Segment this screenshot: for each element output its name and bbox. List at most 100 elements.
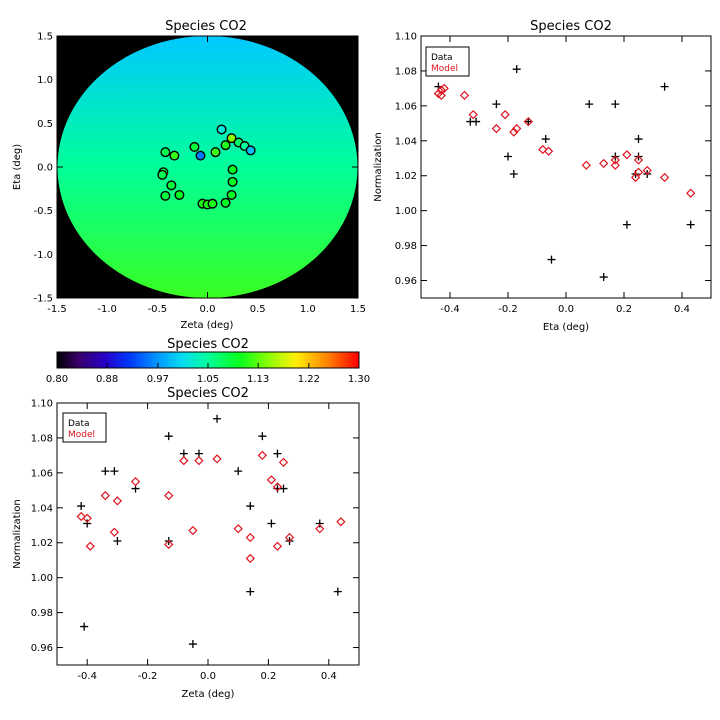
- map-data-point: [160, 147, 171, 158]
- eta-plot-data-point: [634, 135, 643, 144]
- eta-plot-data-point: [599, 273, 608, 282]
- map-data-point: [245, 145, 256, 156]
- eta-plot-model-point: [468, 109, 478, 120]
- eta-plot-y-axis: 0.96 0.98 1.00 1.02 1.04 1.06 1.08 1.10: [395, 32, 711, 287]
- zeta-plot-y-tick-label: 1.00: [31, 573, 53, 584]
- colorbar-tick-label: 0.97: [147, 374, 169, 385]
- zeta-plot-model-point: [179, 455, 189, 466]
- eta-plot-y-tick-label: 1.00: [395, 206, 417, 217]
- eta-plot-y-tick-label: 1.06: [395, 101, 417, 112]
- eta-plot-x-tick-label: 0.2: [616, 304, 632, 315]
- map-x-tick-label: -0.5: [148, 304, 168, 315]
- zeta-plot-model-point: [272, 541, 283, 551]
- zeta-plot-data-point: [267, 519, 276, 528]
- eta-legend-data: Data: [431, 53, 453, 63]
- map-x-tick-label: -1.5: [47, 304, 67, 315]
- map-x-tick-label: -1.0: [97, 304, 117, 315]
- eta-plot-data-point: [686, 220, 695, 229]
- eta-plot-model-series: [433, 83, 696, 198]
- eta-plot-model-point: [622, 150, 632, 160]
- colorbar-title: Species CO2: [167, 337, 249, 352]
- eta-plot-model-point: [581, 160, 591, 170]
- map-x-tick-label: 0.5: [250, 304, 266, 315]
- map-x-tick-label: 1.0: [300, 304, 316, 315]
- eta-plot-data-point: [622, 220, 631, 229]
- zeta-plot-data-point: [110, 467, 119, 476]
- zeta-plot-model-point: [245, 532, 255, 543]
- map-disk-field: [57, 36, 358, 298]
- zeta-plot-data-point: [279, 484, 288, 493]
- zeta-plot-y-tick-label: 0.98: [31, 608, 53, 619]
- eta-plot-model-point: [436, 90, 446, 101]
- zeta-plot-y-axis: 0.96 0.98 1.00 1.02 1.04 1.06 1.08 1.10: [31, 399, 359, 654]
- eta-plot-y-tick-label: 0.96: [395, 276, 417, 287]
- zeta-plot-y-tick-label: 1.04: [31, 503, 53, 514]
- zeta-plot-model-point: [266, 475, 277, 485]
- zeta-plot-y-tick-label: 1.08: [31, 433, 53, 444]
- eta-plot-model-point: [633, 167, 644, 177]
- zeta-plot-data-point: [164, 432, 173, 441]
- zeta-plot-model-point: [272, 482, 283, 492]
- eta-plot-model-point: [500, 109, 510, 120]
- eta-plot-y-tick-label: 1.08: [395, 66, 417, 77]
- map-y-axis: -1.5 -1.0 -0.5 0.0 0.5 1.0 1.5: [33, 32, 358, 305]
- zeta-plot-model-point: [257, 450, 268, 461]
- eta-plot-data-series: [434, 47, 695, 282]
- map-data-point: [189, 141, 200, 152]
- map-data-point: [166, 180, 177, 191]
- eta-plot-model-point: [686, 188, 696, 198]
- colorbar-tick-label: 1.13: [247, 374, 269, 385]
- zeta-plot-x-tick-label: -0.4: [77, 671, 97, 682]
- eta-plot-model-point: [599, 158, 609, 169]
- colorbar-tick-label: 1.22: [298, 374, 320, 385]
- eta-plot-y-tick-label: 1.02: [395, 171, 417, 182]
- zeta-plot-y-tick-label: 1.10: [31, 399, 53, 410]
- map-y-tick-label: -0.5: [33, 206, 53, 217]
- map-data-point: [174, 189, 185, 200]
- map-y-tick-label: 1.0: [37, 75, 53, 86]
- eta-plot-data-point: [611, 100, 620, 109]
- zeta-plot-data-point: [273, 449, 282, 458]
- zeta-plot-model-series: [76, 450, 346, 564]
- zeta-plot-model-point: [76, 511, 86, 522]
- zeta-plot-model-point: [164, 539, 174, 550]
- zeta-legend-model: Model: [68, 430, 95, 440]
- map-y-tick-label: 0.0: [37, 163, 53, 174]
- eta-plot-x-tick-label: -0.4: [440, 304, 460, 315]
- colorbar-tick-label: 0.80: [46, 374, 68, 385]
- eta-plot-model-point: [610, 155, 620, 165]
- zeta-plot-data-point: [113, 536, 122, 545]
- eta-plot-x-tick-label: -0.2: [498, 304, 518, 315]
- eta-plot-data-point: [492, 100, 501, 109]
- map-data-point: [227, 164, 238, 175]
- map-data-point: [226, 189, 237, 200]
- map-x-label: Zeta (deg): [181, 320, 234, 331]
- eta-plot-model-point: [633, 155, 644, 165]
- eta-plot-model-point: [459, 90, 470, 101]
- zeta-plot-x-tick-label: -0.2: [138, 671, 158, 682]
- zeta-legend-data: Data: [68, 419, 90, 429]
- eta-plot-model-point: [436, 85, 446, 95]
- map-y-tick-label: 1.5: [37, 32, 53, 43]
- zeta-plot-model-point: [315, 524, 325, 534]
- eta-plot-legend: Data Model: [425, 46, 470, 77]
- eta-plot-panel: Species CO2 -0.4 -0.2 0.0 0.2 0.4 0.96 0.98 1.…: [373, 19, 712, 333]
- eta-plot-data-point: [512, 65, 521, 74]
- zeta-plot-legend: Data Model: [62, 412, 107, 443]
- zeta-plot-model-point: [245, 553, 255, 564]
- zeta-plot-x-tick-label: 0.0: [200, 671, 216, 682]
- zeta-plot-x-axis: -0.4 -0.2 0.0 0.2 0.4: [77, 403, 337, 682]
- zeta-plot-data-point: [258, 432, 267, 441]
- zeta-plot-data-point: [188, 640, 197, 649]
- map-data-point: [226, 133, 237, 144]
- zeta-plot-x-tick-label: 0.2: [260, 671, 276, 682]
- map-data-point: [220, 140, 231, 151]
- zeta-plot-model-point: [336, 517, 346, 527]
- map-data-point: [210, 147, 221, 158]
- zeta-plot-panel: Species CO2 -0.4 -0.2 0.0 0.2 0.4 0.96 0.98 1.…: [12, 386, 360, 700]
- zeta-plot-data-point: [83, 519, 92, 528]
- eta-plot-y-tick-label: 0.98: [395, 241, 417, 252]
- map-y-label: Eta (deg): [12, 144, 23, 190]
- map-data-point: [216, 124, 227, 135]
- colorbar-tick-label: 1.30: [348, 374, 370, 385]
